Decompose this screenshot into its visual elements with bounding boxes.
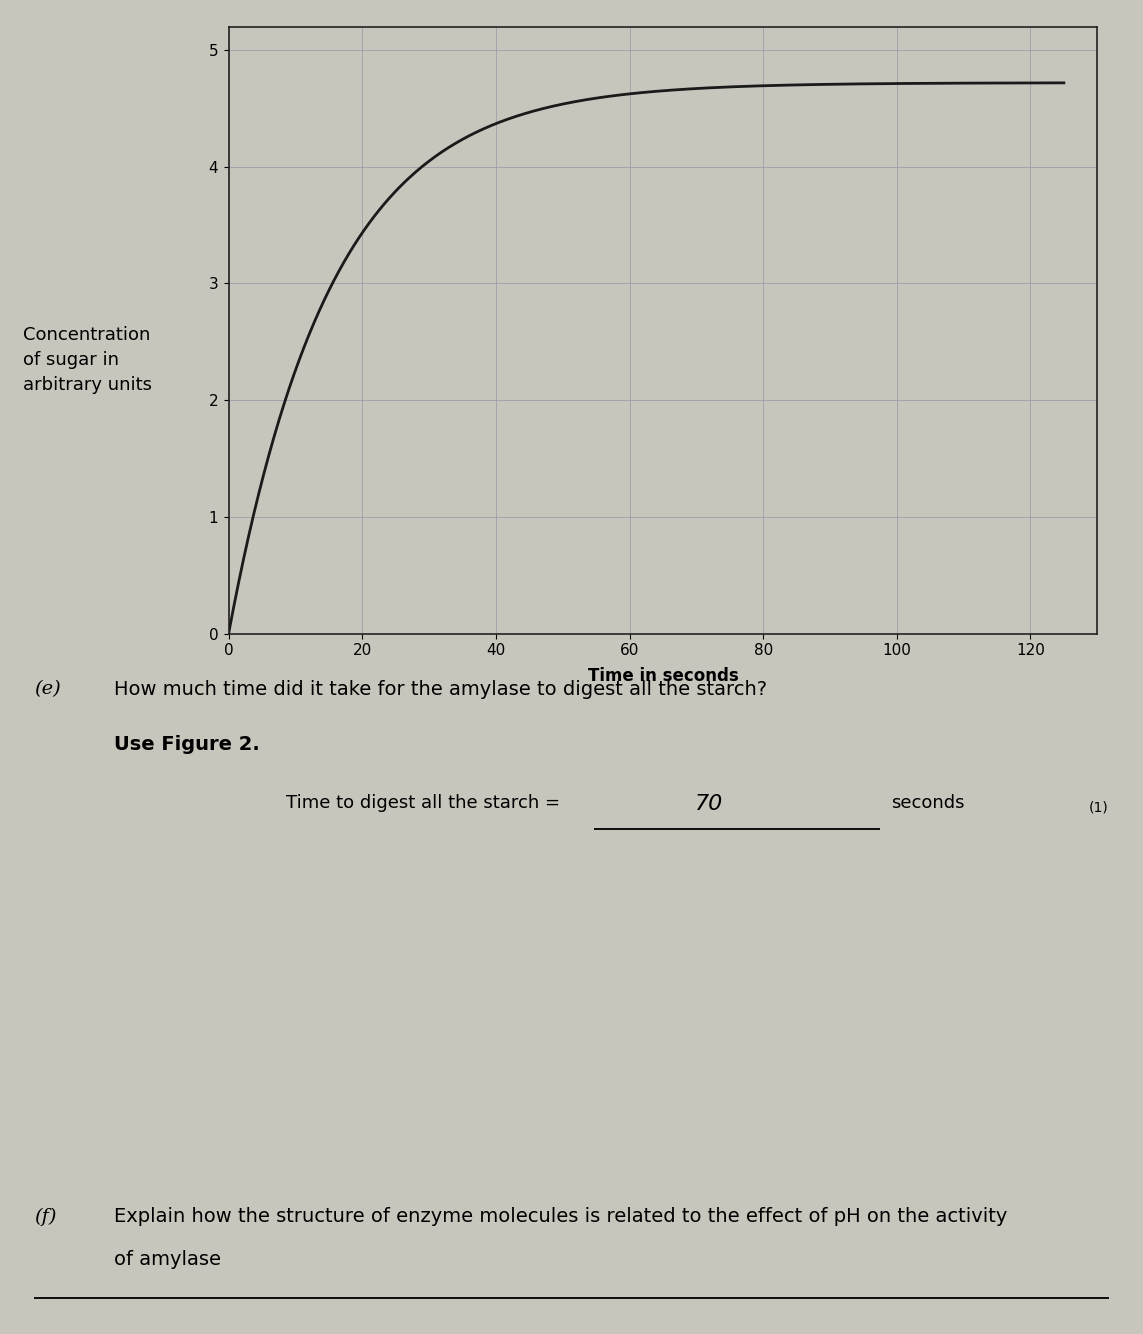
Text: Explain how the structure of enzyme molecules is related to the effect of pH on : Explain how the structure of enzyme mole… <box>114 1207 1008 1226</box>
Text: (e): (e) <box>34 680 61 698</box>
Text: seconds: seconds <box>892 794 965 811</box>
Text: of amylase: of amylase <box>114 1250 222 1269</box>
Text: (f): (f) <box>34 1207 57 1226</box>
Text: (1): (1) <box>1089 800 1109 814</box>
Text: How much time did it take for the amylase to digest all the starch?: How much time did it take for the amylas… <box>114 680 767 699</box>
Text: 70: 70 <box>695 794 722 814</box>
Text: Time to digest all the starch =: Time to digest all the starch = <box>286 794 566 811</box>
Text: Use Figure 2.: Use Figure 2. <box>114 735 261 754</box>
X-axis label: Time in seconds: Time in seconds <box>588 667 738 684</box>
Text: Concentration
of sugar in
arbitrary units: Concentration of sugar in arbitrary unit… <box>23 327 152 394</box>
